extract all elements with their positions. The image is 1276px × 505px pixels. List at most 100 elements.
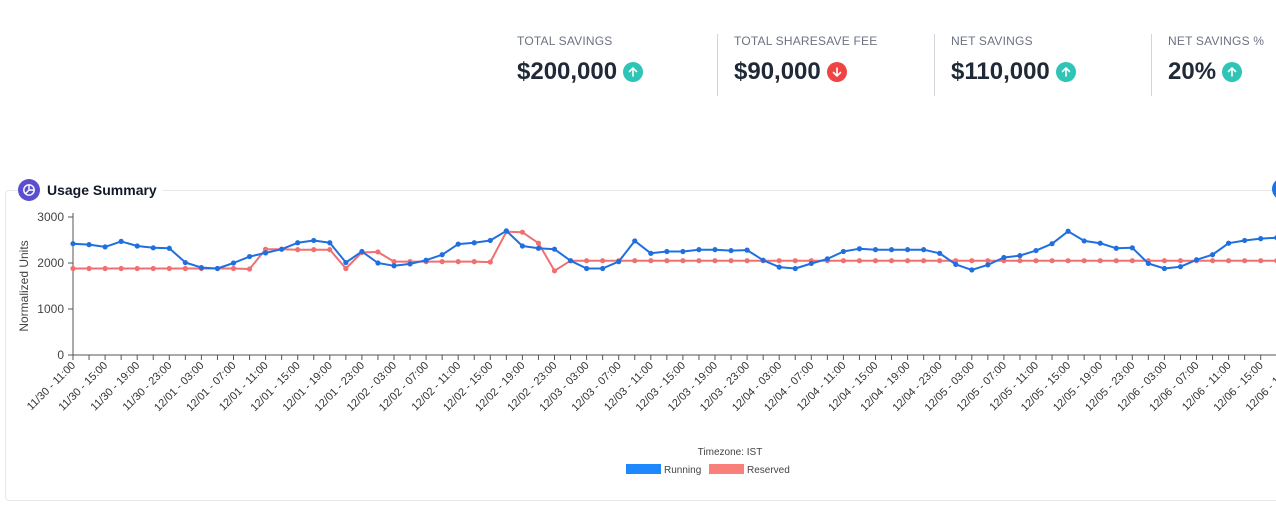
data-point-reserved [230,265,237,272]
data-point-running [696,247,702,253]
data-point-running [327,240,333,246]
data-point-running [1081,238,1087,244]
data-point-running [263,250,269,256]
data-point-running [1161,265,1167,272]
panel-action-button[interactable] [1272,178,1276,200]
data-point-running [632,238,638,244]
data-point-running [616,259,622,265]
data-point-reserved [166,265,172,272]
data-point-running [567,258,574,264]
data-point-running [166,245,172,251]
data-point-running [1049,241,1055,247]
data-point-reserved [856,258,863,264]
data-point-running [792,265,798,272]
arrow-down-icon [826,62,847,82]
data-point-running [1129,245,1135,251]
data-point-reserved [1017,258,1023,264]
data-point-running [391,263,397,269]
data-point-reserved [1033,258,1039,264]
data-point-running [102,244,108,250]
panel-title: Usage Summary [47,182,157,198]
kpi-value: 20% [1168,58,1217,85]
data-point-reserved [744,258,750,264]
kpi-label: TOTAL SAVINGS [517,34,613,48]
y-tick-label: 1000 [37,302,64,316]
data-point-reserved [70,265,76,272]
data-point-running [744,247,750,253]
data-point-reserved [792,258,798,264]
data-point-running [1001,254,1007,261]
data-point-reserved [1258,258,1264,264]
data-point-running [856,246,863,252]
data-point-reserved [519,229,526,235]
data-point-running [279,246,285,252]
data-point-running [808,260,814,267]
data-point-running [1258,236,1264,242]
data-point-running [118,238,124,244]
data-point-reserved [953,258,959,264]
data-point-running [455,241,461,247]
kpi-divider [717,34,718,96]
data-point-reserved [680,258,686,264]
data-point-reserved [632,258,638,264]
data-point-running [182,259,188,266]
kpi-label: NET SAVINGS [951,34,1033,48]
data-point-running [503,228,509,234]
data-point-running [295,240,301,246]
kpi-divider [1151,34,1152,96]
data-point-running [150,245,156,251]
data-point-reserved [455,259,461,265]
kpi-total-savings: TOTAL SAVINGS $200,000 [517,34,644,96]
y-tick-label: 0 [57,348,64,362]
y-axis-title: Normalized Units [17,240,31,331]
data-point-running [728,247,734,254]
kpi-value: $110,000 [951,58,1050,85]
data-point-running [246,253,253,260]
data-point-reserved [1177,258,1184,264]
data-point-reserved [905,258,911,264]
data-point-running [937,250,943,256]
data-point-running [680,248,686,255]
data-point-reserved [471,259,477,265]
data-point-running [969,267,975,273]
data-point-running [888,247,895,253]
data-point-reserved [969,258,975,264]
arrow-up-icon [623,62,644,82]
data-point-running [471,240,477,246]
data-point-running [760,257,766,263]
data-point-running [134,243,140,249]
data-point-reserved [776,258,782,264]
data-point-reserved [1161,258,1167,264]
data-point-running [921,247,927,253]
legend-swatch-running [626,464,661,474]
data-point-running [600,265,606,272]
data-point-running [872,247,879,253]
data-point-reserved [1049,258,1055,264]
data-point-running [519,243,526,249]
data-point-running [487,237,493,244]
data-point-reserved [246,266,253,272]
data-point-reserved [664,258,670,264]
data-point-running [86,242,92,248]
data-point-running [343,259,349,266]
legend-label-running: Running [664,465,701,476]
data-point-reserved [535,240,542,246]
data-point-running [840,248,847,255]
data-point-reserved [150,265,156,272]
data-point-reserved [295,247,301,253]
kpi-total-sharesave-fee: TOTAL SHARESAVE FEE $90,000 [734,34,877,96]
data-point-running [905,247,911,253]
data-point-reserved [263,246,269,252]
data-point-running [1065,228,1071,234]
data-point-running [439,252,445,258]
data-point-running [214,265,221,272]
data-point-reserved [182,265,188,272]
data-point-running [1242,237,1248,244]
data-point-running [776,264,782,270]
data-point-reserved [439,259,445,265]
data-point-running [1145,260,1151,267]
data-point-reserved [102,265,108,272]
data-point-reserved [311,247,317,253]
data-point-running [824,256,830,262]
